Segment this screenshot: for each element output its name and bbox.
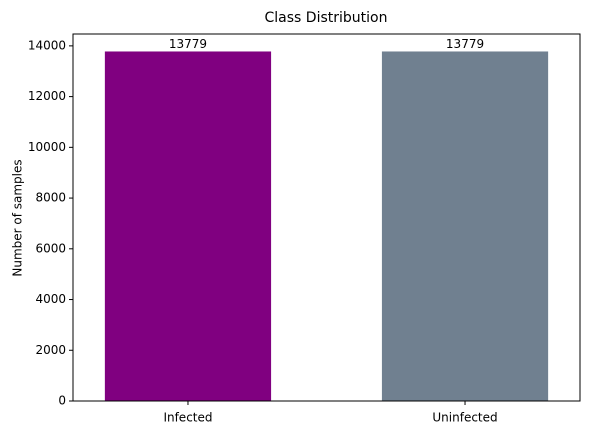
y-tick-label: 10000: [28, 140, 66, 154]
y-tick-label: 14000: [28, 38, 66, 52]
data-label: 13779: [169, 37, 207, 51]
y-tick-label: 8000: [35, 191, 66, 205]
bar: [104, 51, 272, 402]
y-axis-label: Number of samples: [11, 159, 25, 276]
y-tick-label: 6000: [35, 241, 66, 255]
data-label: 13779: [446, 37, 484, 51]
y-tick-label: 4000: [35, 292, 66, 306]
y-tick-label: 12000: [28, 89, 66, 103]
y-tick-label: 0: [58, 394, 66, 408]
y-tick-label: 2000: [35, 343, 66, 357]
x-tick-label: Uninfected: [432, 411, 497, 425]
plot-frame: [72, 33, 581, 402]
bar: [381, 51, 549, 402]
x-tick-label: Infected: [163, 411, 212, 425]
chart-title: Class Distribution: [265, 10, 388, 26]
